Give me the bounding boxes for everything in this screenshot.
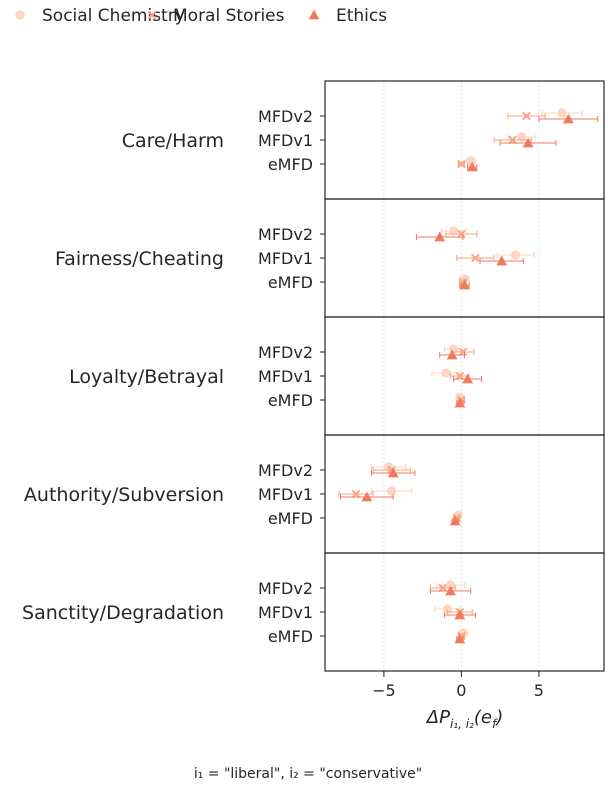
dictionary-label-emfd: eMFD bbox=[268, 627, 313, 646]
point-moral-stories-emfd bbox=[457, 159, 466, 169]
point-social-chemistry-mfdv2 bbox=[445, 580, 456, 590]
point-moral-stories-mfdv1 bbox=[508, 135, 517, 145]
category-label: Authority/Subversion bbox=[24, 484, 224, 506]
point-ethics-mfdv1 bbox=[462, 373, 473, 384]
panel-fairness-cheating: Fairness/Cheating MFDv2 MFDv1 eMFD bbox=[55, 198, 605, 318]
dictionary-label-mfdv1: MFDv1 bbox=[258, 131, 313, 150]
legend-item-ethics: Ethics bbox=[308, 6, 387, 26]
point-social-chemistry-mfdv2 bbox=[449, 226, 459, 236]
point-moral-stories-mfdv2 bbox=[522, 111, 531, 121]
point-moral-stories-mfdv1 bbox=[471, 253, 480, 263]
legend-marker-social-chemistry bbox=[15, 10, 25, 20]
panels: Care/HarmMFDv2MFDv1eMFDFairness/Cheating… bbox=[22, 80, 605, 672]
point-moral-stories-mfdv2 bbox=[457, 229, 466, 239]
point-ethics-mfdv2 bbox=[562, 113, 574, 124]
point-social-chemistry-mfdv1 bbox=[441, 368, 451, 378]
x-axis: −5 0 5 bbox=[372, 671, 544, 700]
x-tick-label: 0 bbox=[456, 681, 466, 700]
legend-label-ethics: Ethics bbox=[336, 6, 387, 26]
dictionary-label-mfdv2: MFDv2 bbox=[258, 343, 313, 362]
x-axis-label: ΔPi₁, i₂(ef) bbox=[425, 707, 503, 731]
dictionary-label-emfd: eMFD bbox=[268, 273, 313, 292]
panel-care-harm: Care/Harm MFDv2 MFDv1 eMFD bbox=[122, 80, 605, 200]
point-ethics-mfdv2 bbox=[387, 467, 399, 478]
dictionary-label-mfdv2: MFDv2 bbox=[258, 225, 313, 244]
point-moral-stories-mfdv2 bbox=[458, 347, 468, 357]
point-moral-stories-mfdv1 bbox=[455, 371, 465, 381]
point-ethics-mfdv1 bbox=[361, 491, 373, 502]
legend-item-moral-stories: Moral Stories bbox=[147, 6, 285, 26]
caption: i₁ = "liberal", i₂ = "conservative" bbox=[194, 766, 422, 782]
legend-marker-moral-stories bbox=[147, 10, 157, 20]
point-social-chemistry-mfdv2 bbox=[557, 108, 567, 118]
point-moral-stories-mfdv1 bbox=[351, 489, 361, 499]
point-ethics-emfd bbox=[454, 397, 466, 408]
panel-loyalty-betrayal: Loyalty/Betrayal MFDv2 MFDv1 eMFD bbox=[69, 316, 605, 436]
panel-frame bbox=[324, 80, 605, 200]
dictionary-label-mfdv1: MFDv1 bbox=[258, 367, 313, 386]
point-ethics-emfd bbox=[449, 515, 461, 526]
point-ethics-mfdv1 bbox=[522, 137, 534, 148]
panel-authority-subversion: Authority/Subversion MFDv2 MFDv1 eMFD bbox=[24, 434, 605, 554]
panel-sanctity-degradation: Sanctity/Degradation MFDv2 MFDv1 eMFD bbox=[22, 552, 605, 672]
dictionary-label-mfdv1: MFDv1 bbox=[258, 603, 313, 622]
category-label: Sanctity/Degradation bbox=[22, 602, 224, 624]
point-ethics-mfdv2 bbox=[445, 585, 456, 596]
dictionary-label-mfdv2: MFDv2 bbox=[258, 579, 313, 598]
point-ethics-mfdv1 bbox=[454, 609, 466, 620]
category-label: Care/Harm bbox=[122, 130, 224, 152]
dictionary-label-emfd: eMFD bbox=[268, 509, 313, 528]
point-social-chemistry-mfdv1 bbox=[511, 250, 521, 260]
point-social-chemistry-mfdv1 bbox=[517, 132, 527, 142]
point-ethics-mfdv2 bbox=[446, 349, 458, 360]
point-ethics-mfdv2 bbox=[434, 231, 446, 242]
x-tick-label: 5 bbox=[534, 681, 544, 700]
category-label: Loyalty/Betrayal bbox=[69, 366, 224, 388]
point-social-chemistry-mfdv1 bbox=[387, 486, 397, 496]
dictionary-label-mfdv1: MFDv1 bbox=[258, 485, 313, 504]
point-ethics-mfdv1 bbox=[496, 255, 508, 266]
dictionary-label-emfd: eMFD bbox=[268, 391, 313, 410]
x-tick-label: −5 bbox=[372, 681, 396, 700]
dictionary-label-mfdv1: MFDv1 bbox=[258, 249, 313, 268]
legend-label-moral-stories: Moral Stories bbox=[173, 6, 285, 26]
dictionary-label-mfdv2: MFDv2 bbox=[258, 461, 313, 480]
dictionary-label-mfdv2: MFDv2 bbox=[258, 107, 313, 126]
category-label: Fairness/Cheating bbox=[55, 248, 224, 270]
legend-item-social-chemistry: Social Chemistry bbox=[15, 6, 185, 26]
point-ethics-emfd bbox=[459, 279, 470, 290]
point-moral-stories-mfdv2 bbox=[438, 583, 448, 593]
legend-marker-ethics bbox=[308, 9, 320, 20]
legend-label-social-chemistry: Social Chemistry bbox=[42, 6, 185, 26]
dictionary-label-emfd: eMFD bbox=[268, 155, 313, 174]
point-ethics-emfd bbox=[466, 161, 478, 172]
point-ethics-emfd bbox=[454, 633, 466, 644]
